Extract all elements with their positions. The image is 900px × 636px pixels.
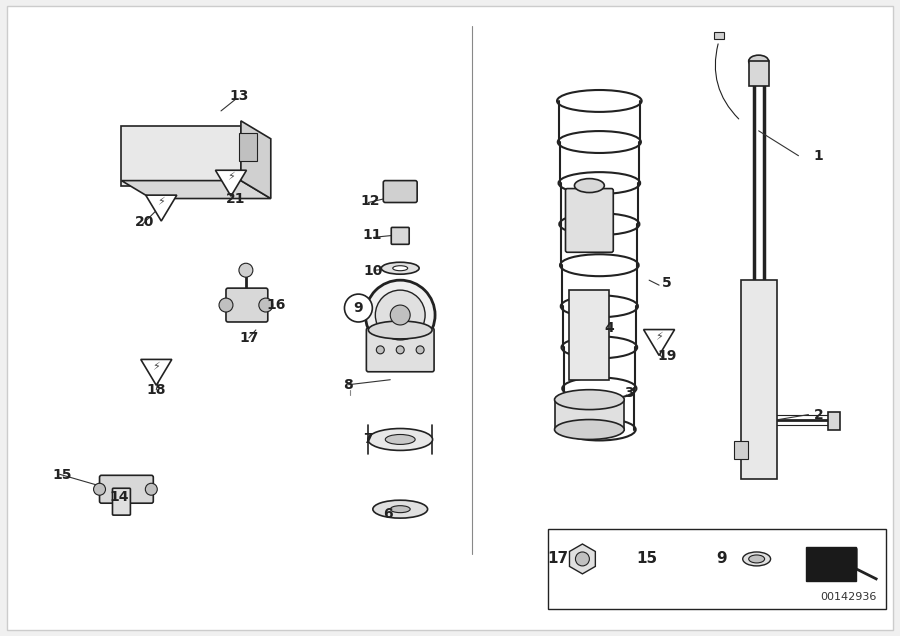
Polygon shape [140, 359, 172, 385]
Text: 15: 15 [636, 551, 658, 567]
Circle shape [345, 294, 373, 322]
Circle shape [94, 483, 105, 495]
FancyBboxPatch shape [714, 32, 724, 39]
Ellipse shape [373, 500, 427, 518]
Circle shape [219, 298, 233, 312]
FancyBboxPatch shape [383, 181, 417, 202]
FancyBboxPatch shape [554, 399, 625, 429]
Polygon shape [215, 170, 247, 196]
Circle shape [575, 552, 590, 566]
Ellipse shape [391, 305, 410, 325]
Text: 00142936: 00142936 [820, 591, 876, 602]
Text: 21: 21 [226, 191, 246, 205]
Ellipse shape [554, 420, 625, 439]
FancyBboxPatch shape [112, 488, 130, 515]
FancyBboxPatch shape [547, 529, 886, 609]
Polygon shape [644, 329, 675, 356]
Text: 9: 9 [354, 301, 364, 315]
Text: 19: 19 [657, 349, 677, 363]
Ellipse shape [391, 506, 410, 513]
Circle shape [416, 346, 424, 354]
FancyBboxPatch shape [749, 61, 769, 86]
Text: 17: 17 [547, 551, 568, 567]
Ellipse shape [382, 262, 419, 274]
Circle shape [376, 346, 384, 354]
Text: 1: 1 [814, 149, 824, 163]
Text: 15: 15 [52, 468, 71, 482]
Ellipse shape [749, 55, 769, 67]
Ellipse shape [749, 555, 765, 563]
Ellipse shape [365, 280, 435, 350]
FancyBboxPatch shape [734, 441, 748, 459]
Circle shape [259, 298, 273, 312]
Text: 6: 6 [383, 507, 393, 521]
Text: ⚡: ⚡ [158, 198, 165, 207]
FancyBboxPatch shape [828, 411, 841, 429]
Text: 18: 18 [147, 383, 166, 397]
FancyBboxPatch shape [226, 288, 268, 322]
Text: 11: 11 [363, 228, 382, 242]
FancyBboxPatch shape [570, 290, 609, 380]
Circle shape [145, 483, 158, 495]
Ellipse shape [368, 321, 432, 339]
FancyBboxPatch shape [122, 126, 241, 186]
Text: 16: 16 [266, 298, 285, 312]
Circle shape [238, 263, 253, 277]
Ellipse shape [368, 429, 433, 450]
Ellipse shape [392, 266, 408, 271]
Ellipse shape [742, 552, 770, 566]
Text: 14: 14 [110, 490, 130, 504]
Text: ⚡: ⚡ [152, 362, 160, 372]
Ellipse shape [375, 290, 425, 340]
Text: 7: 7 [364, 432, 374, 446]
Text: 2: 2 [814, 408, 824, 422]
FancyBboxPatch shape [238, 133, 256, 161]
Ellipse shape [554, 390, 625, 410]
Text: ⚡: ⚡ [227, 172, 235, 183]
Polygon shape [122, 181, 271, 198]
Text: 10: 10 [364, 264, 383, 278]
Text: 20: 20 [135, 216, 154, 230]
FancyBboxPatch shape [100, 475, 153, 503]
Circle shape [396, 346, 404, 354]
FancyBboxPatch shape [366, 328, 434, 372]
Text: 12: 12 [361, 193, 380, 207]
Text: 9: 9 [716, 551, 727, 567]
FancyBboxPatch shape [392, 228, 410, 244]
Ellipse shape [385, 434, 415, 445]
Polygon shape [806, 547, 856, 581]
Text: 17: 17 [239, 331, 258, 345]
FancyBboxPatch shape [565, 188, 613, 252]
Ellipse shape [574, 179, 604, 193]
Polygon shape [241, 121, 271, 198]
Text: ⚡: ⚡ [655, 332, 663, 342]
Text: 13: 13 [230, 89, 248, 103]
Text: 4: 4 [605, 321, 614, 335]
Text: 8: 8 [344, 378, 354, 392]
FancyBboxPatch shape [7, 6, 893, 630]
Polygon shape [146, 195, 176, 221]
FancyBboxPatch shape [741, 280, 777, 480]
Text: 5: 5 [662, 276, 672, 290]
Text: 3: 3 [625, 385, 634, 399]
